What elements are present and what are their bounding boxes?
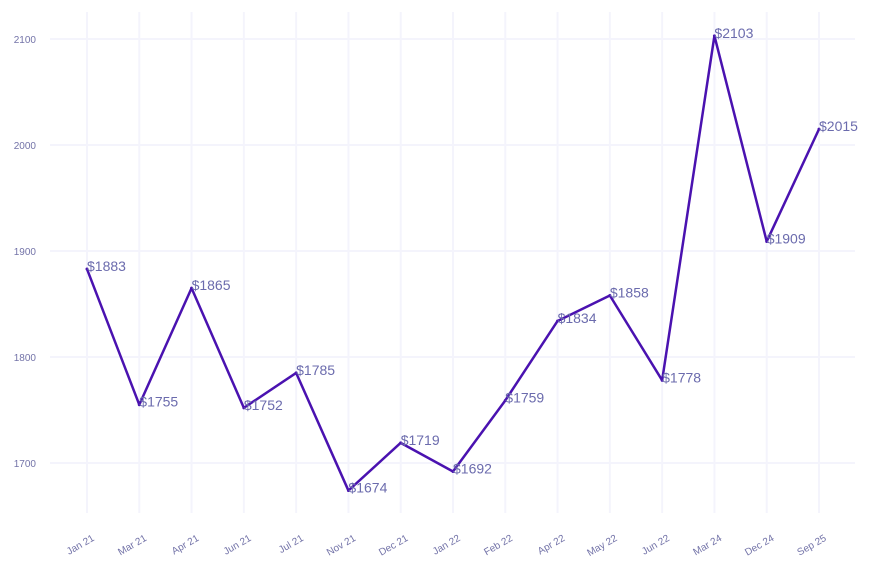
data-point (556, 319, 560, 323)
data-label: $1865 (192, 277, 231, 293)
data-point (399, 441, 403, 445)
data-point (503, 398, 507, 402)
y-axis: 1700 1800 1900 2000 2100 (14, 35, 37, 470)
x-tick-label: Jun 22 (640, 533, 672, 558)
data-label: $1719 (401, 432, 440, 448)
x-tick-label: Dec 24 (743, 533, 776, 559)
data-point (608, 294, 612, 298)
x-tick-label: Apr 22 (536, 533, 567, 557)
data-point (712, 34, 716, 38)
data-point (765, 239, 769, 243)
x-tick-label: Jan 21 (65, 533, 97, 558)
data-label: $2015 (819, 118, 858, 134)
x-tick-label: Jan 22 (431, 533, 463, 558)
data-point (242, 406, 246, 410)
data-label: $1752 (244, 397, 283, 413)
data-point (137, 403, 141, 407)
data-label: $1692 (453, 460, 492, 476)
y-tick-label: 1900 (14, 247, 37, 258)
x-tick-label: Dec 21 (377, 533, 410, 559)
data-point (817, 127, 821, 131)
data-labels: $1883 $1755 $1865 $1752 $1785 $1674 $1719 $1692… (85, 25, 858, 496)
x-tick-label: May 22 (585, 533, 619, 559)
x-tick-label: Jul 21 (277, 533, 306, 556)
y-tick-label: 2100 (14, 35, 37, 46)
x-tick-label: Apr 21 (170, 533, 201, 557)
x-tick-label: Mar 24 (691, 533, 724, 558)
x-tick-label: Sep 25 (796, 533, 829, 559)
data-point (190, 286, 194, 290)
data-label: $1834 (558, 310, 597, 326)
data-point (294, 371, 298, 375)
data-label: $1759 (505, 389, 544, 405)
data-label: $1909 (767, 230, 806, 246)
y-tick-label: 1800 (14, 353, 37, 364)
data-label: $1858 (610, 285, 649, 301)
data-label: $1778 (662, 369, 701, 385)
x-tick-label: Jun 21 (222, 533, 254, 558)
data-label: $2103 (714, 25, 753, 41)
y-tick-label: 1700 (14, 459, 37, 470)
x-axis: Jan 21 Mar 21 Apr 21 Jun 21 Jul 21 Nov 21 Dec … (65, 533, 829, 559)
data-label: $1785 (296, 362, 335, 378)
data-label: $1883 (87, 258, 126, 274)
y-tick-label: 2000 (14, 141, 37, 152)
grid (50, 12, 855, 513)
data-point (85, 267, 89, 271)
x-tick-label: Nov 21 (325, 533, 358, 559)
data-point (660, 378, 664, 382)
data-label: $1674 (348, 480, 387, 496)
x-tick-label: Mar 21 (116, 533, 149, 558)
data-label: $1755 (139, 394, 178, 410)
x-tick-label: Feb 22 (482, 533, 515, 558)
data-point (346, 489, 350, 493)
data-point (451, 469, 455, 473)
